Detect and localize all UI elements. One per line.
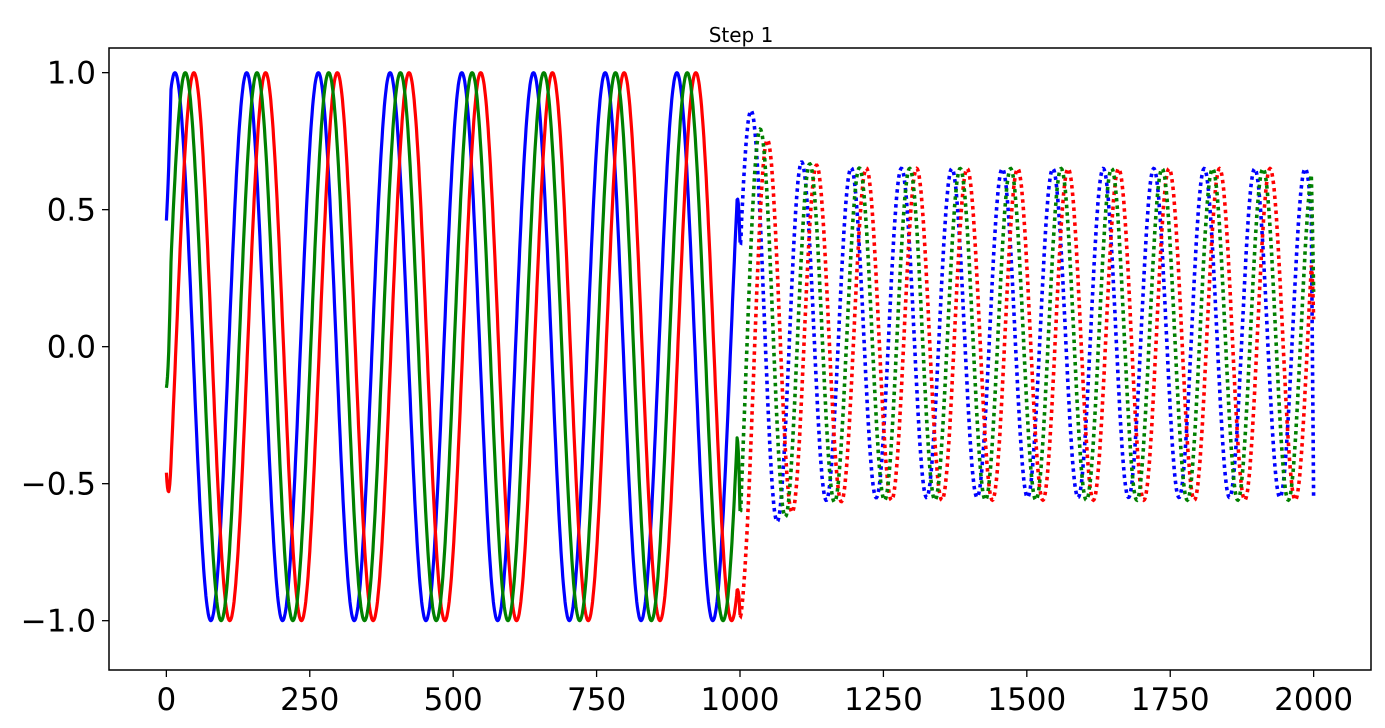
plot-area: [164, 71, 1316, 623]
y-axis-ticks: 1.0 0.5 0.0 −0.5 −1.0: [21, 56, 109, 640]
x-tick-label: 1750: [1131, 682, 1210, 718]
x-tick-label: 250: [280, 682, 339, 718]
x-tick-label: 500: [424, 682, 483, 718]
y-tick-label: −0.5: [21, 467, 96, 503]
series-line-dotted: [738, 108, 1316, 524]
y-tick-label: −1.0: [21, 604, 96, 640]
x-tick-label: 750: [567, 682, 626, 718]
x-axis-ticks: 0 250 500 750 1000 1250 1500 1750 2000: [156, 670, 1353, 718]
y-tick-label: 0.5: [47, 193, 96, 229]
plot-frame: [108, 47, 1372, 671]
x-tick-label: 0: [156, 682, 176, 718]
x-tick-label: 1500: [987, 682, 1066, 718]
x-tick-label: 1000: [701, 682, 780, 718]
series-line-solid: [164, 71, 742, 623]
y-tick-label: 1.0: [47, 56, 96, 92]
y-tick-label: 0.0: [47, 330, 96, 366]
series-line-solid: [164, 71, 742, 623]
x-tick-label: 1250: [844, 682, 923, 718]
x-tick-label: 2000: [1274, 682, 1353, 718]
chart-title: Step 1: [709, 23, 774, 47]
